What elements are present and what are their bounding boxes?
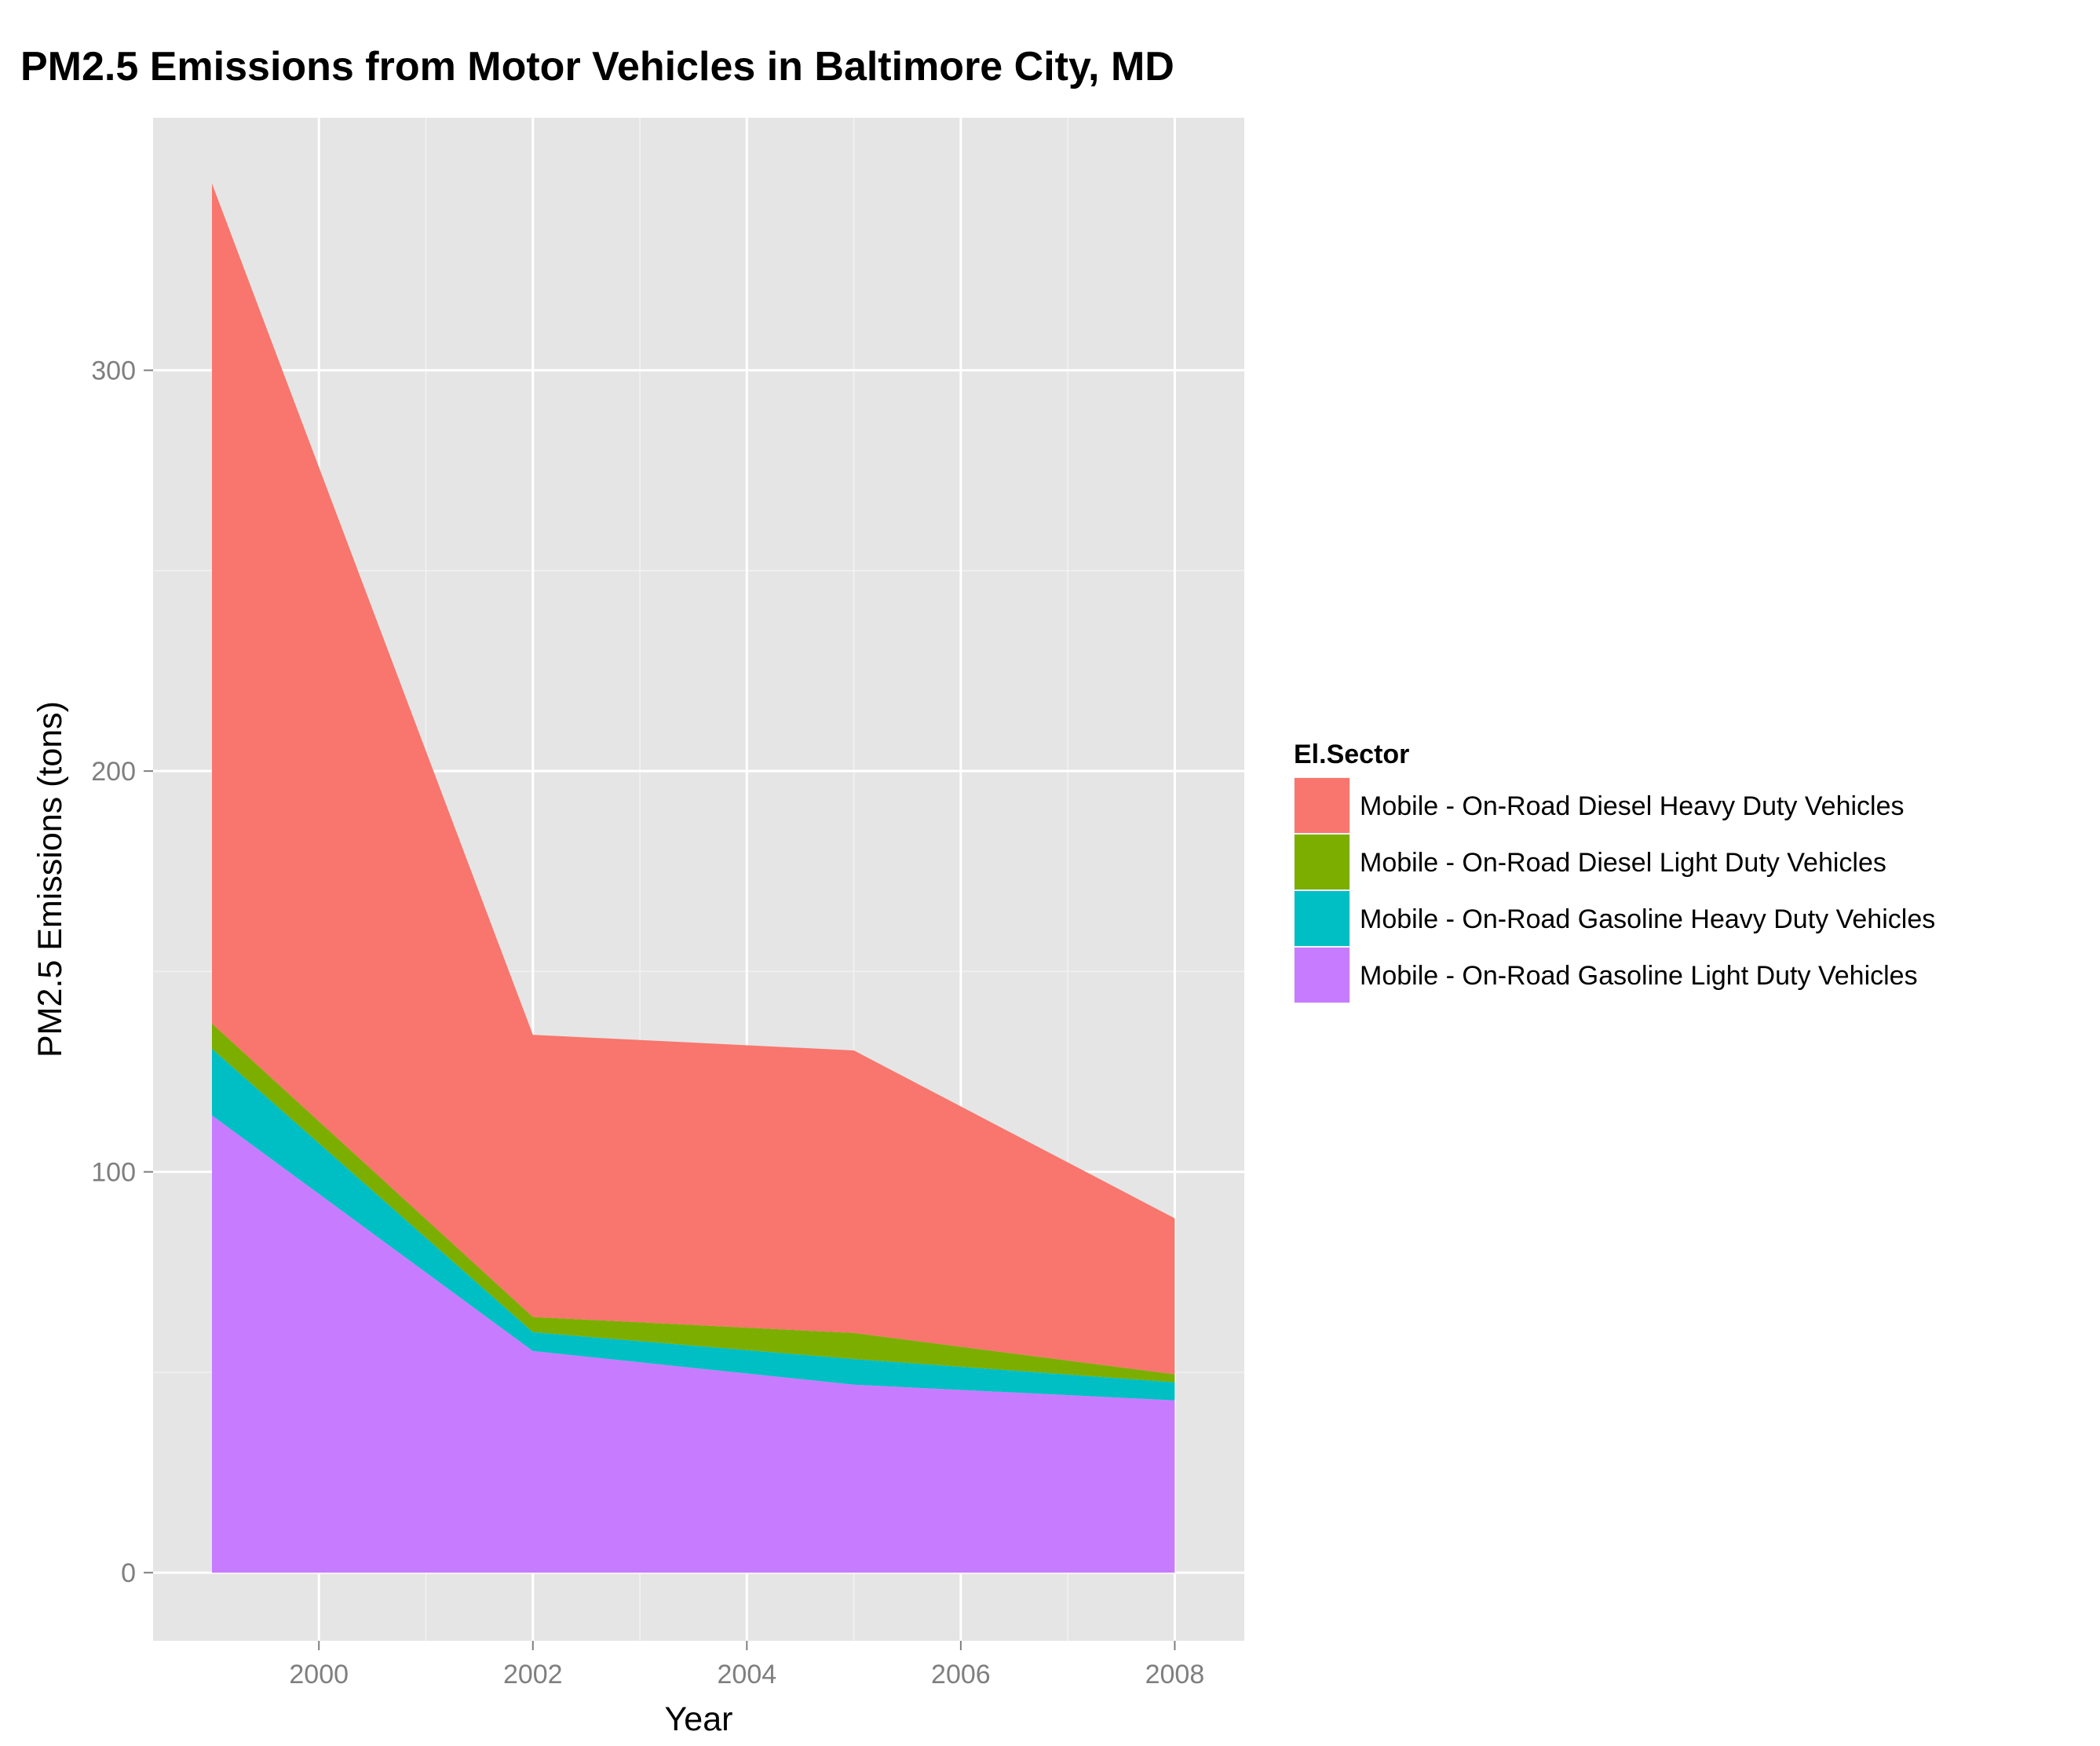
legend-title: El.Sector [1294,740,1409,769]
legend-label: Mobile - On-Road Diesel Heavy Duty Vehic… [1360,791,1905,821]
legend-swatch [1295,891,1349,946]
y-axis: 0 100 200 300 [91,356,153,1588]
legend-label: Mobile - On-Road Gasoline Light Duty Veh… [1360,961,1918,991]
y-tick-label: 100 [91,1158,136,1188]
x-axis-title: Year [665,1700,733,1738]
y-tick-label: 0 [121,1558,136,1588]
stacked-areas [212,183,1175,1573]
legend-label: Mobile - On-Road Gasoline Heavy Duty Veh… [1360,904,1935,934]
y-tick-label: 300 [91,356,136,386]
legend-swatch [1295,948,1349,1003]
x-tick-label: 2004 [718,1660,777,1689]
area-mobile-on-road-diesel-light-duty-vehicles [212,1023,1175,1383]
chart-title: PM2.5 Emissions from Motor Vehicles in B… [20,44,1174,89]
x-tick-label: 2008 [1145,1660,1205,1689]
area-mobile-on-road-diesel-heavy-duty-vehicles [212,183,1175,1375]
x-tick-label: 2000 [289,1660,349,1689]
legend-swatch [1295,835,1349,889]
area-mobile-on-road-gasoline-light-duty-vehicles [212,1115,1175,1573]
legend-swatch [1295,778,1349,833]
y-tick-label: 200 [91,757,136,787]
area-mobile-on-road-gasoline-heavy-duty-vehicles [212,1049,1175,1401]
legend: El.Sector Mobile - On-Road Diesel Heavy … [1294,740,1935,1003]
y-axis-title: PM2.5 Emissions (tons) [31,701,69,1057]
minor-gridlines [153,118,1244,1641]
x-tick-label: 2002 [503,1660,563,1689]
legend-label: Mobile - On-Road Diesel Light Duty Vehic… [1360,848,1886,878]
x-axis: 2000 2002 2004 2006 2008 [289,1641,1204,1689]
x-tick-label: 2006 [931,1660,991,1689]
